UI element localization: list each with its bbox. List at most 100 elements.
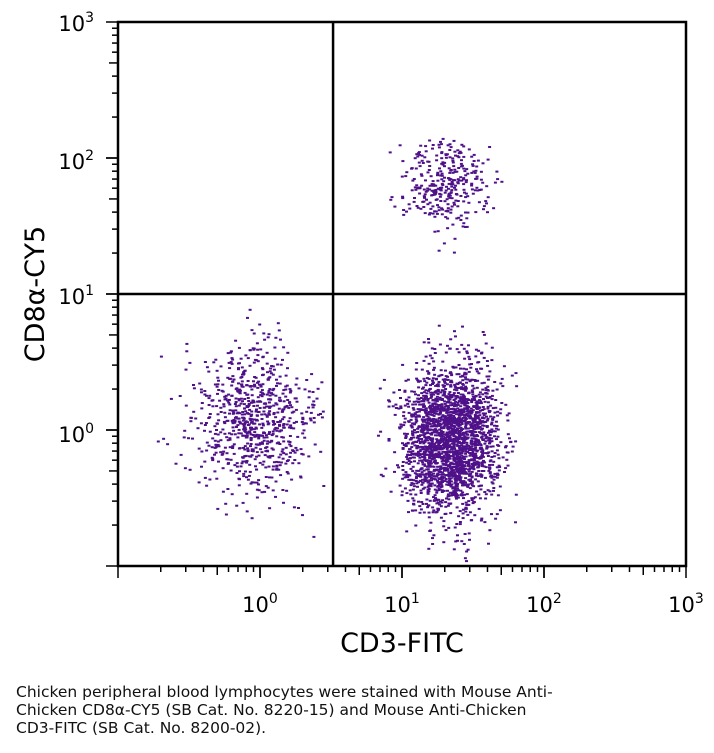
data-point — [481, 181, 485, 184]
data-point — [250, 517, 254, 520]
data-point — [439, 438, 443, 441]
data-point — [466, 412, 470, 415]
data-point — [258, 323, 262, 326]
data-point — [452, 463, 456, 466]
data-point — [224, 394, 228, 397]
data-point — [434, 511, 438, 514]
data-point — [437, 209, 441, 212]
data-point — [435, 456, 439, 458]
data-point — [445, 433, 449, 436]
data-point — [412, 502, 415, 505]
data-point — [233, 420, 237, 423]
data-point — [207, 404, 211, 406]
data-point — [463, 458, 466, 461]
data-point — [469, 412, 473, 415]
data-point — [456, 494, 460, 497]
data-point — [436, 187, 440, 190]
data-point — [417, 151, 421, 154]
data-point — [465, 462, 469, 465]
data-point — [457, 152, 461, 155]
data-point — [270, 447, 274, 450]
data-point — [487, 439, 491, 442]
data-point — [475, 405, 479, 408]
data-point — [409, 450, 413, 453]
data-point — [407, 396, 411, 399]
data-point — [486, 196, 490, 199]
data-point — [423, 408, 427, 411]
data-point — [467, 391, 471, 394]
data-point — [319, 413, 322, 415]
data-point — [475, 423, 479, 426]
data-point — [429, 413, 432, 416]
data-point — [426, 429, 430, 432]
data-point — [477, 372, 481, 375]
data-point — [485, 445, 489, 448]
data-point — [429, 485, 433, 488]
data-point — [484, 493, 488, 496]
data-point — [462, 400, 466, 403]
data-point — [481, 412, 485, 415]
data-point — [389, 490, 393, 493]
data-point — [418, 380, 422, 383]
data-point — [199, 422, 203, 425]
data-point — [423, 156, 427, 159]
data-point — [286, 351, 290, 354]
data-point — [460, 438, 464, 441]
data-point — [434, 447, 438, 450]
data-point — [479, 519, 483, 522]
data-point — [321, 410, 325, 413]
data-point — [500, 402, 504, 404]
data-point — [223, 432, 227, 435]
data-point — [431, 543, 435, 545]
y-tick-label-2: 102 — [58, 148, 94, 174]
data-point — [288, 443, 292, 446]
data-point — [480, 517, 484, 520]
data-point — [469, 426, 473, 429]
data-point — [203, 393, 207, 396]
data-point — [258, 423, 262, 426]
data-point — [451, 487, 455, 490]
data-point — [450, 448, 454, 451]
data-point — [312, 417, 316, 419]
data-point — [452, 410, 456, 413]
data-point — [452, 427, 456, 430]
data-point — [284, 453, 288, 456]
data-point — [475, 490, 479, 493]
data-point — [433, 459, 437, 462]
data-point — [495, 170, 499, 173]
data-point — [495, 388, 499, 391]
data-point — [452, 443, 456, 446]
data-point — [267, 422, 271, 425]
data-point — [430, 347, 434, 350]
data-point — [456, 487, 460, 490]
data-point — [237, 447, 241, 450]
data-point — [427, 472, 431, 475]
data-point — [506, 419, 510, 422]
data-point — [457, 515, 461, 518]
data-point — [471, 463, 475, 466]
data-point — [228, 446, 232, 449]
data-point — [406, 475, 410, 478]
data-point — [427, 488, 431, 490]
data-point — [230, 419, 234, 422]
data-point — [304, 422, 308, 425]
data-point — [249, 482, 253, 485]
data-point — [448, 479, 452, 482]
data-point — [426, 425, 430, 428]
data-point — [444, 461, 448, 464]
data-point — [255, 455, 258, 458]
data-point — [495, 466, 499, 469]
data-point — [213, 425, 217, 428]
data-point — [226, 439, 230, 442]
data-point — [457, 417, 461, 420]
data-point — [242, 475, 246, 478]
data-point — [256, 404, 259, 407]
data-point — [455, 523, 459, 525]
data-point — [428, 188, 432, 191]
data-point — [402, 424, 406, 427]
data-point — [414, 480, 418, 482]
data-point — [492, 460, 496, 463]
data-point — [434, 397, 438, 400]
data-point — [462, 409, 466, 412]
data-point — [470, 424, 473, 427]
